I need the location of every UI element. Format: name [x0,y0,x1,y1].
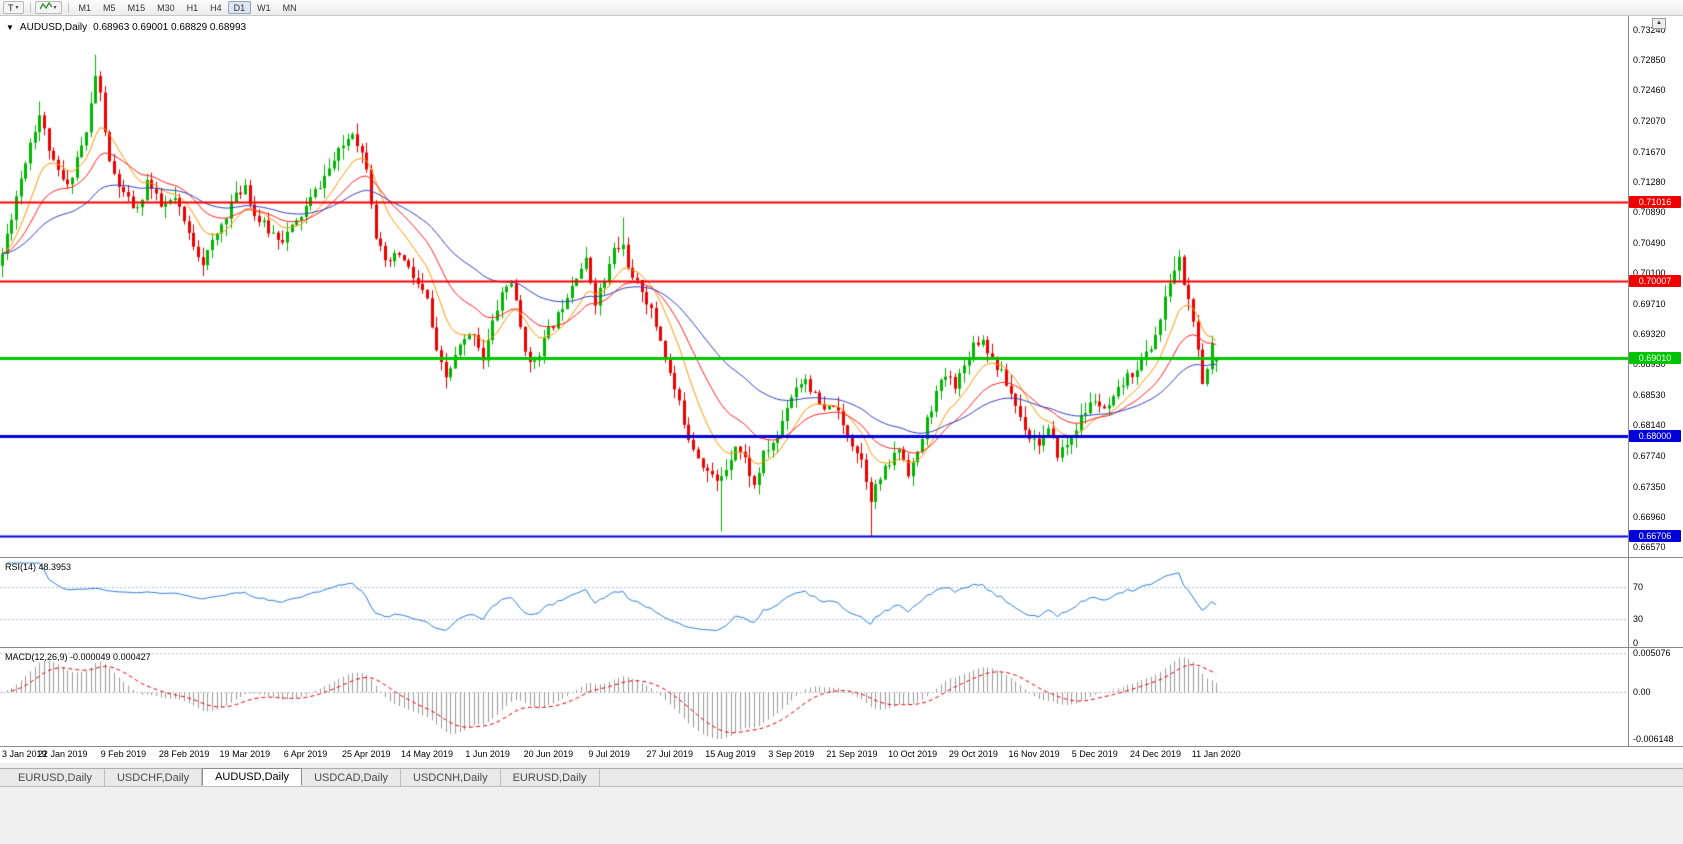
timeframe-button-d1[interactable]: D1 [227,1,252,14]
price-axis-tick: 0.71670 [1633,146,1666,157]
macd-indicator-canvas[interactable] [0,647,1628,746]
rsi-axis-tick: 30 [1633,614,1644,624]
timeframe-button-group: M1 M5 M15 M30 H1 H4 D1 W1 MN [73,1,303,14]
template-button[interactable]: T ▾ [3,1,24,14]
price-axis-tick: 0.70100 [1633,268,1666,279]
timeframe-button-mn[interactable]: MN [282,2,297,13]
chart-title: ▼ AUDUSD,Daily 0.68963 0.69001 0.68829 0… [6,22,246,33]
chevron-down-icon: ▾ [53,4,57,11]
rsi-panel-label: RSI(14) 48.3953 [5,562,72,572]
chart-tab-audusd[interactable]: AUDUSD,Daily [202,768,303,786]
zigzag-line-icon [38,1,53,13]
rsi-indicator-canvas[interactable] [0,557,1628,647]
top-toolbar: T ▾ ▾ M1 M5 M15 M30 H1 H4 D1 W1 MN [0,0,1683,16]
toolbar-divider [67,2,69,13]
timeframe-button-h1[interactable]: H1 [186,2,199,13]
chart-tab-eurusd[interactable]: EURUSD,Daily [501,769,600,786]
chart-tab-usdchf[interactable]: USDCHF,Daily [105,769,203,786]
price-axis-tick: 0.66960 [1633,511,1666,522]
price-axis-tick: 0.68140 [1633,420,1666,431]
timeframe-button-m1[interactable]: M1 [78,2,92,13]
chart-tab-usdcnh[interactable]: USDCNH,Daily [401,769,501,786]
chart-tab-usdcad[interactable]: USDCAD,Daily [302,769,402,786]
timeframe-button-h4[interactable]: H4 [210,2,222,13]
toolbar-divider [29,2,31,13]
price-axis-tick: 0.68930 [1633,359,1666,370]
price-axis-tick: 0.72460 [1633,85,1666,96]
price-axis-tick: 0.67350 [1633,481,1666,492]
price-axis-tick: 0.67740 [1633,451,1666,462]
scroll-up-button[interactable]: ▲ [1652,18,1666,29]
price-axis-tick: 0.71280 [1633,176,1666,187]
price-axis-tick: 0.72070 [1633,115,1666,126]
price-axis-column [1628,16,1683,746]
panel-separator [0,746,1683,747]
timeframe-button-w1[interactable]: W1 [257,2,271,13]
timeframe-button-m5[interactable]: M5 [103,2,116,13]
price-level-label[interactable]: 0.66706 [1629,530,1681,543]
chart-window: ▲ ▼ AUDUSD,Daily 0.68963 0.69001 0.68829… [0,16,1683,763]
price-axis-tick: 0.73240 [1633,25,1666,35]
price-axis-tick: 0.66570 [1633,542,1666,552]
macd-axis-tick: 0.00 [1633,687,1651,697]
chart-tab-bar: EURUSD,Daily USDCHF,Daily AUDUSD,Daily USDC… [0,768,1683,787]
price-axis-tick: 0.72850 [1633,55,1666,66]
timeframe-button-m30[interactable]: M30 [157,2,175,13]
rsi-axis-tick: 0 [1633,638,1639,648]
template-button-label: T [8,2,14,13]
price-axis-tick: 0.69320 [1633,328,1666,339]
chart-symbol-period: AUDUSD,Daily [19,22,88,33]
macd-axis-tick: -0.006148 [1633,733,1674,744]
drawing-tools-button[interactable]: ▾ [34,1,62,14]
price-level-label[interactable]: 0.69010 [1629,351,1681,364]
collapse-chart-icon[interactable]: ▼ [6,23,14,32]
chart-ohlc-values: 0.68963 0.69001 0.68829 0.68993 [93,22,247,33]
macd-panel-label: MACD(12,26,9) -0.000049 0.000427 [5,652,151,662]
chevron-down-icon: ▾ [15,4,19,11]
rsi-axis-tick: 70 [1633,582,1644,592]
panel-separator[interactable] [0,557,1683,558]
timeframe-button-m15[interactable]: M15 [127,2,146,13]
panel-separator[interactable] [0,647,1683,648]
price-axis-tick: 0.68530 [1633,390,1666,401]
macd-axis-tick: 0.005076 [1633,648,1671,659]
price-level-label[interactable]: 0.71016 [1629,196,1681,209]
price-level-label[interactable]: 0.70007 [1629,274,1681,287]
chart-tab-eurusd[interactable]: EURUSD,Daily [6,769,105,786]
price-axis-tick: 0.69710 [1633,298,1666,309]
price-level-label[interactable]: 0.68000 [1629,430,1681,443]
price-axis-tick: 0.70890 [1633,207,1666,218]
main-price-chart-canvas[interactable] [0,16,1628,557]
price-axis-tick: 0.70490 [1633,238,1666,249]
